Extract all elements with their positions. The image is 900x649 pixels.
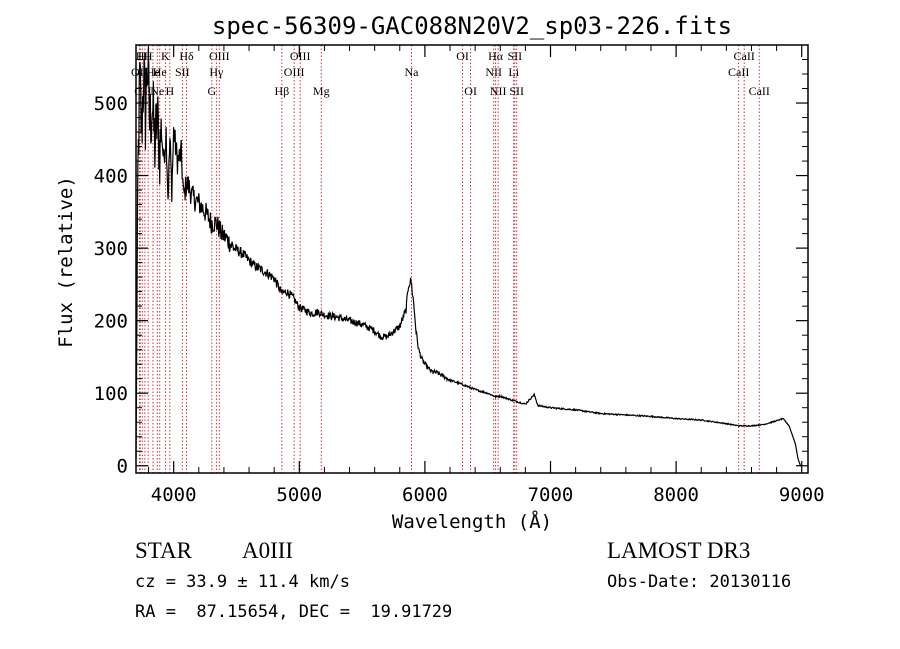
spectral-line-label-19: Na — [404, 65, 419, 79]
spectral-line-label-1: H — [136, 49, 145, 63]
redshift-value: cz = 33.9 ± 11.4 km/s — [135, 572, 350, 592]
spectral-line-label-10: SII — [175, 65, 190, 79]
spectral-subclass: A0III — [242, 538, 294, 563]
spectral-line-label-6: Ne — [150, 84, 164, 98]
spectral-line-label-23: Hα — [488, 49, 504, 63]
spectral-line-label-16: OIII — [284, 65, 305, 79]
spectral-lines — [138, 45, 760, 473]
spectral-line-label-21: OI — [464, 84, 477, 98]
spectral-line-label-28: CaII — [728, 65, 749, 79]
spectral-line-label-15: Hβ — [274, 84, 289, 98]
spectral-line-label-20: OI — [456, 49, 469, 63]
spectral-line-label-25: Li — [508, 65, 519, 79]
y-axis-ticks: 0 100 200 300 400 500 — [94, 44, 808, 478]
x-axis-ticks: 4000 5000 6000 7000 8000 9000 — [148, 45, 825, 506]
x-axis-label: Wavelength (Å) — [392, 510, 552, 533]
spectral-line-label-7: He — [153, 65, 167, 79]
x-tick-label: 6000 — [402, 484, 448, 506]
spectral-line-label-26: SII — [507, 49, 522, 63]
x-tick-label: 7000 — [528, 484, 574, 506]
x-tick-label: 8000 — [653, 484, 699, 506]
spectral-line-label-12: G — [208, 84, 217, 98]
spectral-line-label-11: Hδ — [179, 49, 194, 63]
spectral-line-labels: OIIHHCaIIHHeNeHeKHSIIHδGHγOIIIHβOIIIOIII… — [131, 49, 770, 98]
spectral-line-label-24: NII — [490, 84, 507, 98]
y-tick-label: 200 — [94, 311, 128, 333]
spectrum-line — [135, 47, 802, 467]
spectral-line-label-13: Hγ — [209, 65, 224, 79]
x-tick-label: 5000 — [276, 484, 322, 506]
x-tick-label: 9000 — [779, 484, 825, 506]
y-tick-label: 0 — [117, 456, 128, 478]
coordinates: RA = 87.15654, DEC = 19.91729 — [135, 602, 453, 622]
spectral-line-label-14: OIII — [209, 49, 230, 63]
object-class: STAR — [135, 538, 192, 563]
observation-date: Obs-Date: 20130116 — [607, 572, 792, 592]
y-axis-label: Flux (relative) — [55, 176, 77, 348]
y-tick-label: 400 — [94, 166, 128, 188]
spectral-line-label-2: H — [138, 49, 147, 63]
spectral-line-label-17: OIII — [290, 49, 311, 63]
spectral-line-label-18: Mg — [313, 84, 330, 98]
spectral-line-label-8: K — [161, 49, 170, 63]
spectral-line-label-9: H — [165, 84, 174, 98]
y-tick-label: 500 — [94, 93, 128, 115]
y-tick-label: 100 — [94, 383, 128, 405]
plot-frame — [135, 44, 809, 474]
spectral-line-label-30: CaII — [749, 84, 770, 98]
chart-title: spec-56309-GAC088N20V2_sp03-226.fits — [212, 12, 732, 40]
spectral-line-label-27: SII — [509, 84, 524, 98]
spectral-line-label-22: NII — [485, 65, 502, 79]
y-tick-label: 300 — [94, 238, 128, 260]
x-tick-label: 4000 — [151, 484, 197, 506]
survey-name: LAMOST DR3 — [607, 538, 751, 563]
spectral-line-label-29: CaII — [734, 49, 755, 63]
